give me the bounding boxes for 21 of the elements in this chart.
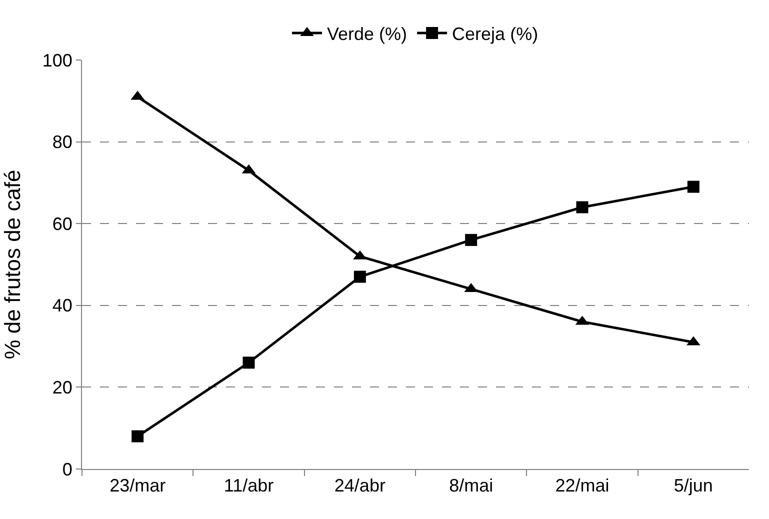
x-tick-label: 23/mar xyxy=(110,476,166,496)
y-axis-title: % de frutos de café xyxy=(0,170,26,360)
point xyxy=(576,201,588,214)
x-tick-label: 5/jun xyxy=(674,476,713,496)
y-tick-label: 100 xyxy=(42,50,72,70)
x-tick-label: 22/mai xyxy=(555,476,610,496)
x-tick-label: 8/mai xyxy=(449,476,494,496)
legend-label: Cereja (%) xyxy=(452,24,538,44)
point xyxy=(687,180,700,193)
x-tick-label: 11/abr xyxy=(224,476,274,496)
x-tick-label: 24/abr xyxy=(334,476,386,496)
point xyxy=(132,430,144,442)
point xyxy=(465,234,478,246)
y-tick-label: 0 xyxy=(62,459,72,480)
y-tick-label: 20 xyxy=(52,378,72,398)
point xyxy=(354,270,366,283)
legend-label: Verde (%) xyxy=(327,24,408,44)
y-tick-label: 80 xyxy=(52,132,72,152)
y-tick-label: 60 xyxy=(52,214,72,234)
point xyxy=(242,356,255,369)
y-tick-label: 40 xyxy=(52,296,72,316)
